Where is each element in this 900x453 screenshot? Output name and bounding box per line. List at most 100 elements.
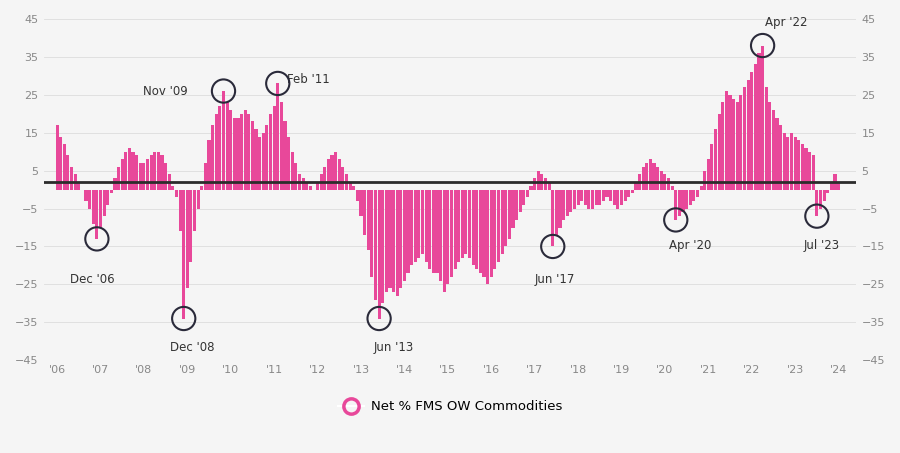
Bar (631, 190, 634, 193)
Bar (142, 163, 146, 190)
Bar (244, 110, 247, 190)
Bar (407, 190, 410, 273)
Bar (454, 190, 456, 269)
Bar (533, 178, 536, 190)
Bar (56, 125, 58, 190)
Bar (196, 190, 200, 208)
Bar (237, 118, 239, 190)
Bar (815, 190, 818, 216)
Bar (320, 174, 323, 190)
Bar (606, 190, 608, 197)
Bar (801, 144, 804, 190)
Bar (758, 53, 760, 190)
Bar (573, 190, 576, 208)
Bar (703, 171, 706, 190)
Bar (638, 174, 641, 190)
Bar (284, 121, 286, 190)
Bar (212, 125, 214, 190)
Bar (124, 152, 128, 190)
Bar (765, 87, 768, 190)
Bar (345, 174, 348, 190)
Bar (450, 190, 453, 277)
Bar (215, 114, 218, 190)
Bar (670, 186, 674, 190)
Bar (540, 174, 544, 190)
Bar (377, 190, 381, 318)
Bar (117, 167, 121, 190)
Bar (493, 190, 497, 269)
Bar (341, 167, 345, 190)
Bar (482, 190, 486, 277)
Bar (348, 182, 352, 190)
Bar (735, 102, 739, 190)
Bar (761, 46, 764, 190)
Bar (526, 190, 529, 197)
Bar (819, 190, 822, 208)
Bar (298, 174, 301, 190)
Bar (779, 125, 782, 190)
Bar (131, 152, 135, 190)
Bar (833, 174, 836, 190)
Text: Apr '20: Apr '20 (670, 239, 712, 252)
Bar (338, 159, 341, 190)
Bar (106, 190, 109, 205)
Point (176, 315, 191, 322)
Bar (248, 114, 250, 190)
Bar (85, 190, 87, 201)
Bar (710, 144, 714, 190)
Bar (291, 152, 293, 190)
Bar (678, 190, 681, 216)
Bar (103, 190, 105, 216)
Bar (714, 129, 717, 190)
Bar (790, 133, 793, 190)
Bar (432, 190, 435, 273)
Bar (609, 190, 612, 201)
Bar (262, 133, 265, 190)
Bar (529, 186, 533, 190)
Bar (352, 186, 356, 190)
Bar (157, 152, 160, 190)
Bar (497, 190, 500, 262)
Bar (443, 190, 446, 292)
Bar (580, 190, 583, 201)
Bar (59, 136, 62, 190)
Bar (721, 102, 725, 190)
Bar (316, 182, 320, 190)
Bar (287, 136, 290, 190)
Bar (536, 171, 540, 190)
Bar (751, 72, 753, 190)
Bar (812, 155, 815, 190)
Bar (251, 121, 254, 190)
Bar (769, 102, 771, 190)
Bar (696, 190, 699, 197)
Bar (588, 190, 590, 208)
Bar (309, 186, 312, 190)
Bar (99, 190, 102, 227)
Bar (230, 110, 232, 190)
Bar (384, 190, 388, 292)
Bar (208, 140, 211, 190)
Bar (428, 190, 431, 269)
Bar (490, 190, 493, 277)
Bar (189, 190, 193, 262)
Bar (178, 190, 182, 231)
Bar (566, 190, 569, 216)
Bar (699, 186, 703, 190)
Bar (160, 155, 164, 190)
Point (372, 315, 386, 322)
Point (669, 216, 683, 223)
Bar (674, 190, 678, 220)
Bar (74, 174, 76, 190)
Bar (323, 167, 327, 190)
Text: Dec '08: Dec '08 (170, 341, 214, 354)
Bar (504, 190, 508, 246)
Bar (739, 95, 742, 190)
Bar (717, 114, 721, 190)
Bar (182, 190, 185, 318)
Bar (642, 167, 644, 190)
Bar (511, 190, 515, 227)
Bar (294, 163, 297, 190)
Bar (627, 190, 630, 197)
Bar (660, 171, 663, 190)
Point (545, 243, 560, 250)
